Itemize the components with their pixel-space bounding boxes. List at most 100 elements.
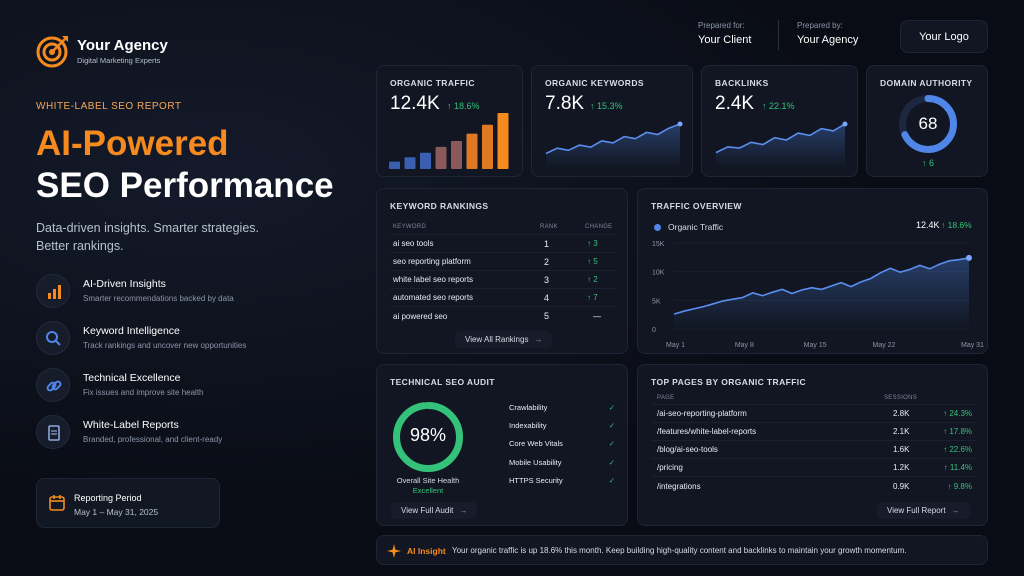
keyword-cell: automated seo reports <box>393 293 474 302</box>
card-title: TOP PAGES BY ORGANIC TRAFFIC <box>651 377 807 387</box>
page-cell: /features/white-label-reports <box>657 427 757 436</box>
calendar-icon <box>49 495 65 511</box>
kpi-label: BACKLINKS <box>715 78 769 88</box>
brand-tagline: Digital Marketing Experts <box>77 56 161 65</box>
bar <box>404 157 416 169</box>
feature-icon-badge <box>36 321 70 355</box>
view-all-rankings-button[interactable]: View All Rankings → <box>455 331 553 348</box>
kpi-backlinks: BACKLINKS 2.4K ↑ 22.1% <box>701 65 858 177</box>
check-item: Indexability ✓ <box>509 421 615 430</box>
period-label: Reporting Period <box>74 493 142 503</box>
kpi-label: ORGANIC TRAFFIC <box>390 78 475 88</box>
target-icon <box>36 36 68 68</box>
table-row: /features/white-label-reports 2.1K ↑ 17.… <box>651 423 976 441</box>
y-tick-label: 15K <box>652 241 665 248</box>
technical-seo-audit-card: TECHNICAL SEO AUDIT 98% Overall Site Hea… <box>376 364 628 526</box>
insight-text: Your organic traffic is up 18.6% this mo… <box>452 546 907 555</box>
table-row: ai powered seo 5 — <box>390 307 616 325</box>
change-cell: ↑ 7 <box>587 293 598 302</box>
change-cell: — <box>593 311 601 321</box>
change-cell: ↑ 3 <box>587 239 598 248</box>
x-tick-label: May 31 <box>961 342 984 349</box>
kpi-label: DOMAIN AUTHORITY <box>880 78 973 88</box>
kpi-sparkline <box>715 121 848 168</box>
table-row: automated seo reports 4 ↑ 7 <box>390 289 616 307</box>
feature-title: Keyword Intelligence <box>83 325 180 337</box>
check-label: HTTPS Security <box>509 476 563 485</box>
view-full-audit-button[interactable]: View Full Audit → <box>391 502 478 519</box>
view-full-report-button[interactable]: View Full Report → <box>877 502 970 519</box>
table-row: /integrations 0.9K ↑ 9.8% <box>651 477 976 495</box>
kpi-value: 7.8K <box>545 93 585 114</box>
feature-desc: Smarter recommendations backed by data <box>83 294 234 303</box>
change-cell: ↑ 5 <box>587 257 598 266</box>
feature-icon-badge <box>36 368 70 402</box>
health-status: Excellent <box>412 486 444 495</box>
series-area <box>674 257 969 329</box>
bar <box>451 141 462 169</box>
series-line-organic-traffic <box>673 257 970 315</box>
page-cell: /integrations <box>657 481 701 491</box>
sessions-cell: 2.8K <box>893 409 910 418</box>
shield-check-icon: ✓ <box>608 458 615 467</box>
table-row: /ai-seo-reporting-platform 2.8K ↑ 24.3% <box>651 405 976 423</box>
legend-dot <box>654 224 661 231</box>
table-row: seo reporting platform 2 ↑ 5 <box>390 253 616 271</box>
change-cell: ↑ 9.8% <box>947 481 972 491</box>
brand-name: Your Agency <box>77 37 168 54</box>
audit-score: 98% <box>409 425 447 445</box>
sparkle-icon <box>387 544 401 558</box>
traffic-change: ↑ 18.6% <box>941 220 972 230</box>
bar <box>435 146 447 169</box>
rank-cell: 5 <box>544 311 550 321</box>
bar <box>389 161 400 169</box>
sparkline-line <box>715 123 846 154</box>
y-tick-label: 5K <box>652 298 661 305</box>
kpi-organic-keywords: ORGANIC KEYWORDS 7.8K ↑ 15.3% <box>531 65 693 177</box>
sparkline-end-point <box>677 121 683 127</box>
feature-desc: Fix issues and improve site health <box>83 388 204 397</box>
kpi-value: 2.4K <box>715 93 755 114</box>
table-row: ai seo tools 1 ↑ 3 <box>390 235 616 253</box>
change-cell: ↑ 2 <box>587 275 598 284</box>
sparkline-area <box>546 124 680 168</box>
prepared-by-label: Prepared by: <box>797 21 843 30</box>
ai-insight-bar: AI Insight Your organic traffic is up 18… <box>376 535 988 565</box>
change-cell: ↑ 17.8% <box>943 427 972 436</box>
arrow-right-icon: → <box>459 506 468 515</box>
arrow-right-icon: → <box>534 335 543 344</box>
x-tick-label: May 8 <box>735 342 754 349</box>
check-item: Crawlability ✓ <box>509 403 615 412</box>
header-rank: RANK <box>540 223 558 230</box>
kpi-organic-traffic: ORGANIC TRAFFIC 12.4K ↑ 18.6% <box>376 65 523 177</box>
sparkline-line <box>545 123 681 155</box>
search-icon <box>46 331 61 346</box>
bar <box>420 152 431 169</box>
page-cell: /pricing <box>657 463 683 472</box>
header-divider <box>778 20 779 50</box>
kpi-value: 68 <box>918 114 938 133</box>
header-keyword: KEYWORD <box>393 223 427 230</box>
period-value: May 1 – May 31, 2025 <box>74 507 159 517</box>
bar <box>482 124 493 169</box>
shield-check-icon: ✓ <box>608 476 615 485</box>
kpi-change: ↑ 22.1% <box>762 101 795 111</box>
check-item: Mobile Usability ✓ <box>509 458 615 467</box>
arrow-right-icon: → <box>951 506 960 515</box>
card-title: TECHNICAL SEO AUDIT <box>390 377 495 387</box>
y-tick-label: 10K <box>652 270 665 277</box>
traffic-line-chart: 15K 10K 5K 0 May 1 May 8 May 15 May 22 May 31 <box>652 241 984 349</box>
logo-placeholder: Your Logo <box>900 20 988 53</box>
site-health-ring <box>393 402 463 472</box>
feature-desc: Track rankings and uncover new opportuni… <box>83 341 247 350</box>
button-label: View Full Report <box>887 506 946 515</box>
x-tick-label: May 22 <box>873 342 896 349</box>
check-label: Indexability <box>509 421 547 430</box>
hero-subtitle-line2: Better rankings. <box>36 239 124 253</box>
feature-desc: Branded, professional, and client-ready <box>83 435 223 444</box>
shield-check-icon: ✓ <box>608 403 615 412</box>
audit-checklist: Crawlability ✓ Indexability ✓ Core Web V… <box>507 403 617 493</box>
hero-title-line1: AI-Powered <box>36 124 229 163</box>
shield-check-icon: ✓ <box>608 421 615 430</box>
header-change: CHANGE <box>585 223 613 230</box>
